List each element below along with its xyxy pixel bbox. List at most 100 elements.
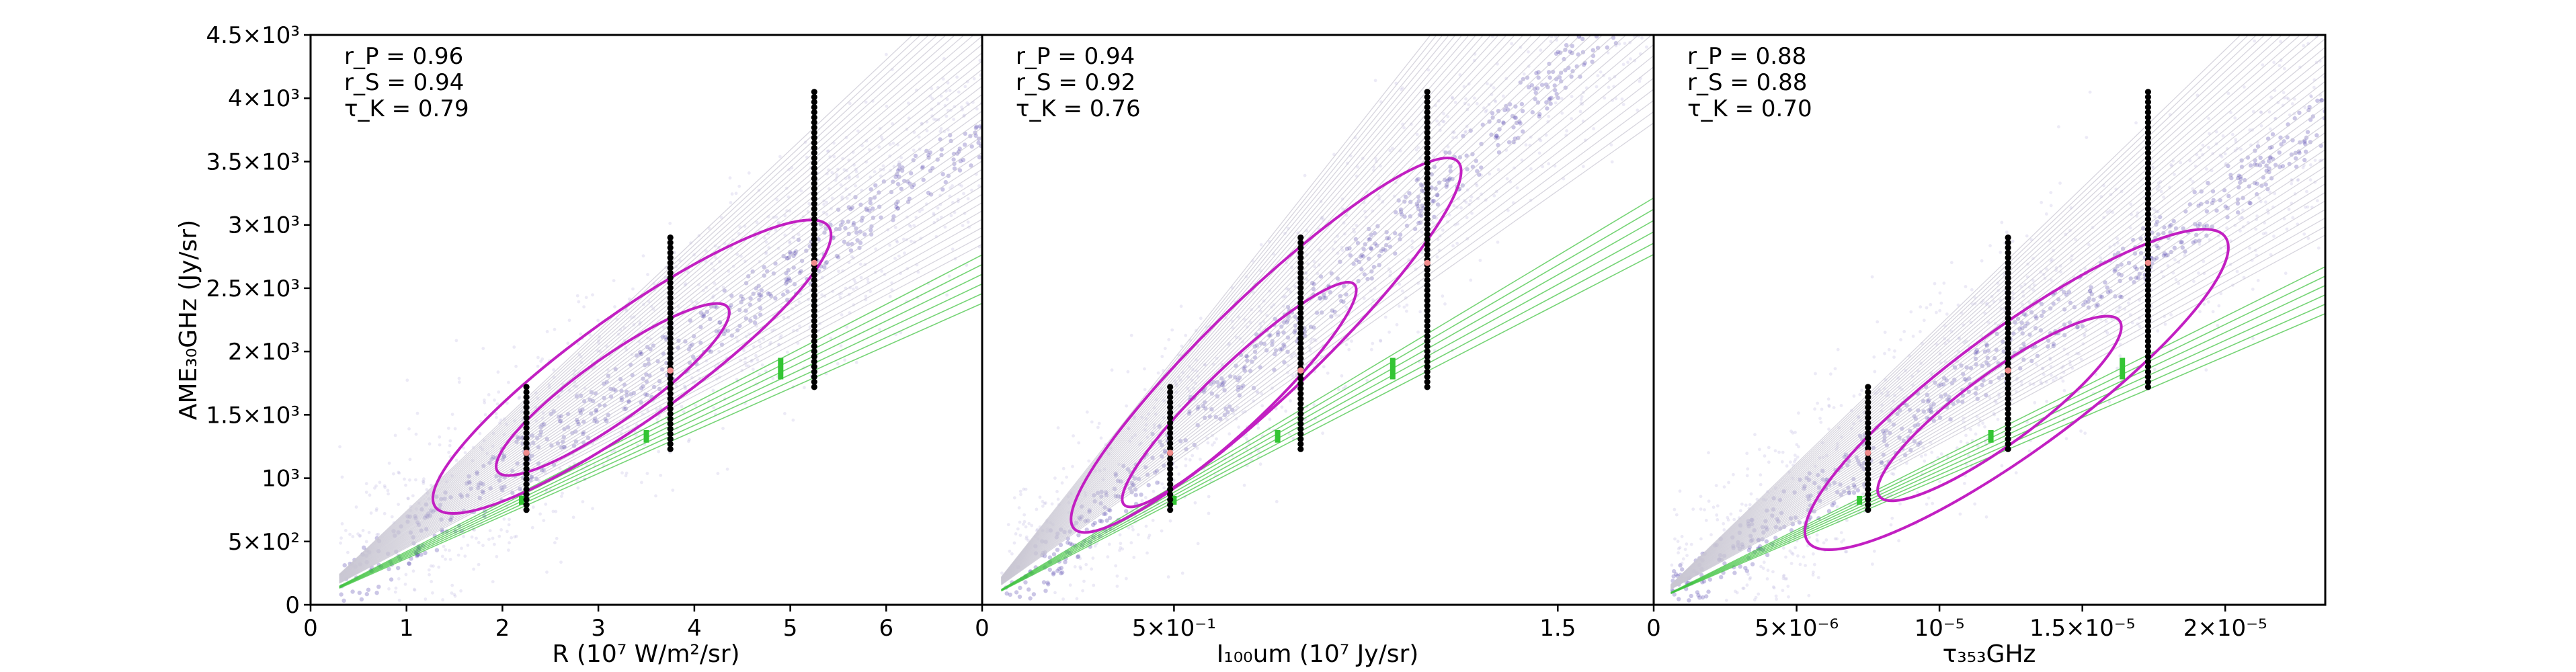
x-axis-label: τ₃₅₃GHz: [1943, 640, 2036, 668]
scatter-point: [1156, 371, 1160, 375]
bin-point: [1297, 395, 1304, 402]
scatter-point: [358, 534, 362, 538]
bin-point: [667, 425, 674, 432]
kendall-tau: τ_K = 0.70: [1687, 95, 1812, 122]
scatter-point: [625, 389, 629, 394]
scatter-point: [854, 170, 858, 173]
bin-point: [1424, 124, 1431, 131]
scatter-point: [797, 300, 801, 304]
bin-point: [811, 93, 817, 100]
bin-point: [811, 241, 817, 248]
scatter-point: [409, 556, 413, 561]
scatter-point: [1826, 397, 1830, 401]
scatter-point: [1356, 279, 1361, 284]
scatter-point: [816, 237, 821, 242]
scatter-point: [1675, 513, 1679, 517]
scatter-point: [2020, 326, 2025, 331]
fit-line: [339, 35, 965, 577]
scatter-point: [495, 554, 499, 558]
scatter-point: [545, 330, 549, 333]
bin-point: [1865, 445, 1871, 452]
scatter-point: [1148, 534, 1152, 537]
bin-point: [2005, 441, 2011, 448]
bin-point: [2005, 290, 2011, 296]
scatter-point: [1981, 421, 1985, 425]
bin-point: [811, 338, 817, 345]
scatter-point: [414, 478, 417, 482]
scatter-point: [1168, 519, 1172, 523]
scatter-point: [2263, 182, 2268, 187]
scatter-point: [450, 591, 454, 595]
bin-point: [1167, 409, 1174, 416]
scatter-point: [2298, 65, 2302, 69]
scatter-point: [1746, 467, 1750, 471]
green-marker: [643, 429, 649, 443]
stats-box: r_P = 0.96 r_S = 0.94 τ_K = 0.79: [344, 43, 469, 122]
bin-point: [1297, 274, 1304, 282]
scatter-point: [1988, 396, 1992, 399]
scatter-point: [2223, 204, 2228, 209]
scatter-point: [1588, 27, 1592, 31]
scatter-point: [1537, 151, 1541, 155]
bin-point: [2005, 385, 2011, 392]
scatter-point: [1707, 499, 1711, 503]
bin-point: [1167, 491, 1174, 498]
bin-point: [811, 165, 817, 171]
scatter-point: [438, 443, 442, 447]
scatter-point: [866, 278, 870, 281]
y-axis: 05×10²10³1.5×10³2×10³2.5×10³3×10³3.5×10³…: [206, 22, 311, 619]
bin-point: [1167, 419, 1174, 426]
scatter-point: [1548, 101, 1553, 106]
bin-point: [1297, 350, 1304, 357]
scatter-point: [1748, 503, 1752, 507]
scatter-point: [2304, 205, 2307, 209]
bin-point: [811, 190, 817, 197]
bin-point: [1424, 292, 1431, 299]
bin-point: [1424, 364, 1431, 370]
scatter-point: [2202, 259, 2206, 263]
bin-point: [1424, 206, 1431, 212]
scatter-point: [1925, 502, 1929, 506]
scatter-point: [1820, 407, 1824, 411]
scatter-point: [477, 541, 481, 544]
scatter-point: [1827, 405, 1831, 409]
scatter-point: [2033, 401, 2037, 405]
scatter-point: [1184, 464, 1188, 468]
scatter-point: [392, 472, 395, 476]
scatter-point: [1958, 512, 1962, 516]
bin-point: [1424, 155, 1431, 161]
scatter-point: [390, 515, 394, 519]
scatter-point: [413, 588, 417, 592]
scatter-point: [1933, 282, 1937, 286]
scatter-point: [784, 277, 789, 282]
scatter-point: [2252, 181, 2257, 185]
scatter-point: [943, 103, 947, 108]
scatter-point: [2163, 323, 2167, 326]
bin-point: [1424, 384, 1431, 390]
scatter-point: [1022, 519, 1027, 523]
scatter-point: [389, 577, 394, 582]
scatter-point: [1593, 19, 1597, 24]
scatter-point: [701, 314, 707, 319]
scatter-point: [1313, 265, 1316, 269]
scatter-point: [1872, 355, 1876, 359]
scatter-point: [1581, 62, 1586, 67]
scatter-point: [1342, 284, 1346, 288]
scatter-point: [2308, 93, 2312, 97]
scatter-point: [946, 81, 950, 85]
scatter-point: [973, 126, 979, 130]
scatter-point: [2049, 278, 2053, 282]
scatter-point: [1024, 537, 1029, 541]
bin-median: [1424, 259, 1431, 266]
scatter-point: [2049, 191, 2053, 194]
scatter-point: [1623, 42, 1627, 45]
scatter-point: [1939, 301, 1943, 305]
scatter-point: [463, 451, 467, 454]
scatter-point: [1416, 206, 1421, 211]
fit-line: [1001, 35, 1542, 581]
scatter-point: [955, 75, 959, 79]
bin-point: [2144, 297, 2151, 304]
scatter-point: [854, 361, 858, 364]
scatter-point: [1738, 509, 1742, 513]
scatter-point: [2050, 374, 2053, 377]
